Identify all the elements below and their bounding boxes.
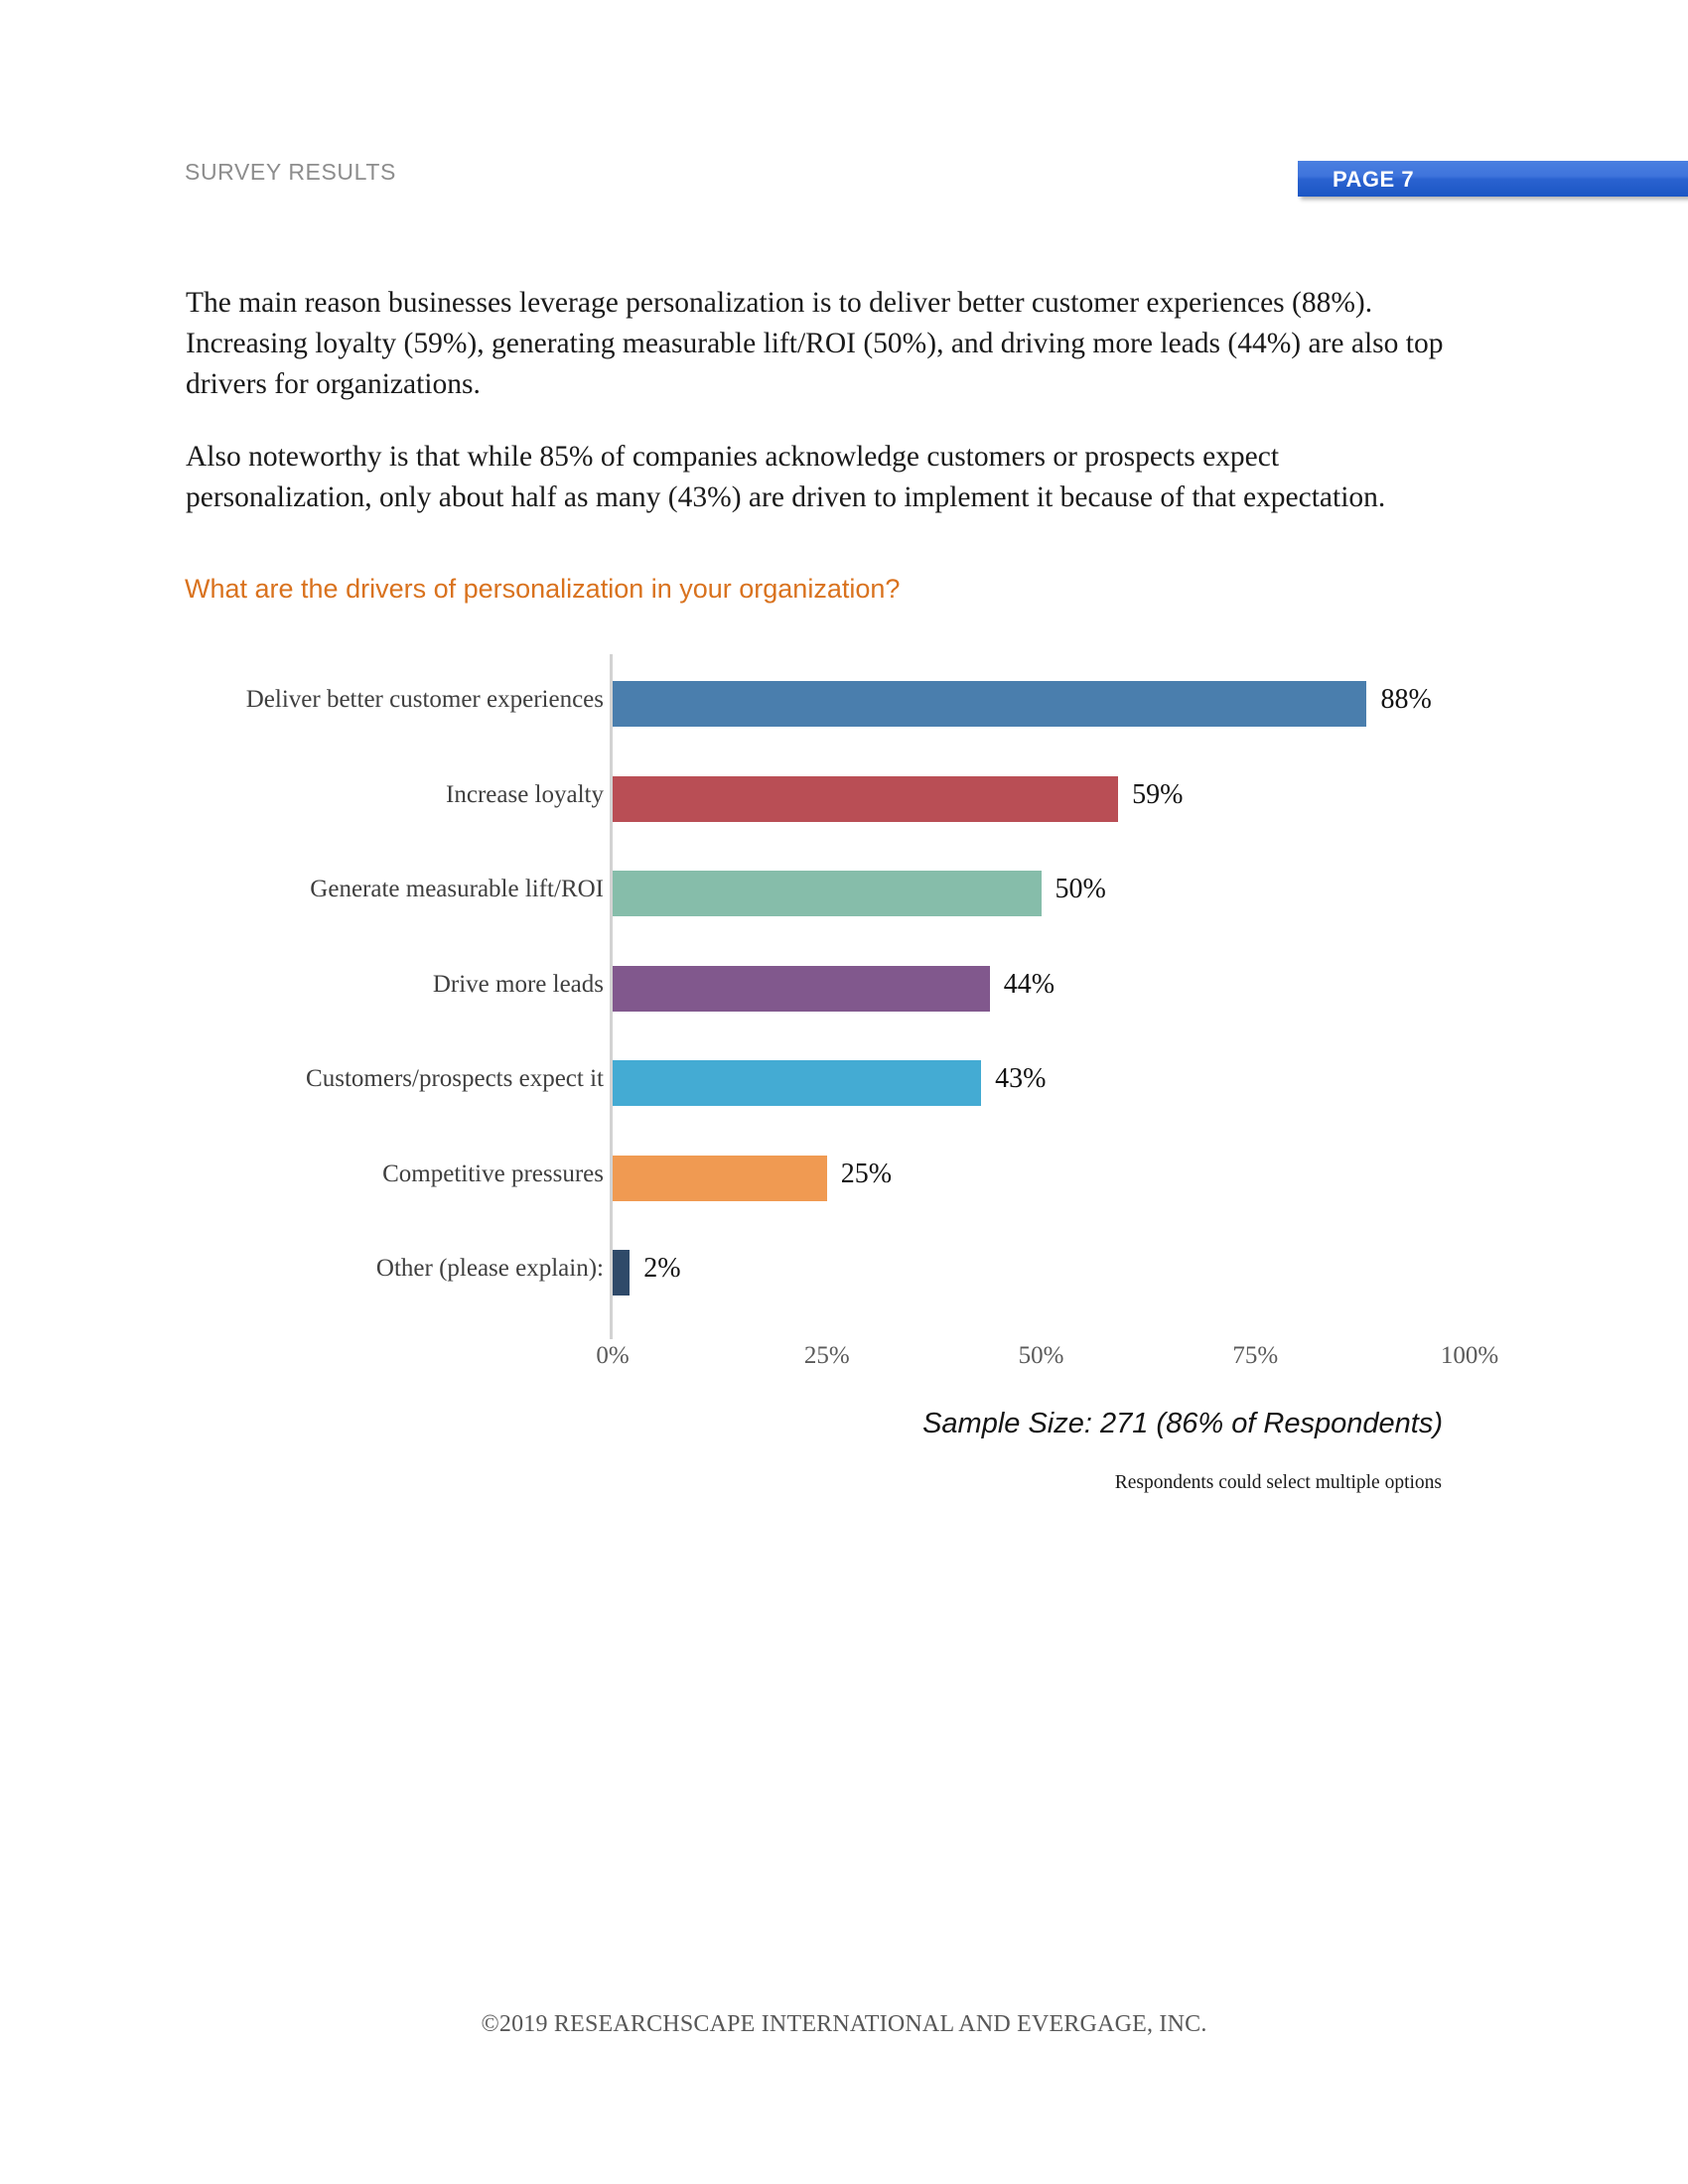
bar-segment (613, 1155, 827, 1201)
footer-copyright: ©2019 RESEARCHSCAPE INTERNATIONAL AND EV… (481, 2011, 1207, 2037)
bar-row: Competitive pressures 25% (0, 1131, 1688, 1226)
bar-value-label: 2% (643, 1253, 681, 1284)
bar-row: Drive more leads 44% (0, 941, 1688, 1036)
bar-row: Other (please explain): 2% (0, 1225, 1688, 1320)
x-axis-tick-label: 100% (1440, 1342, 1499, 1369)
bar-value-label: 88% (1380, 684, 1432, 715)
bar-value-label: 25% (840, 1158, 893, 1189)
bar-category-label: Competitive pressures (382, 1160, 604, 1187)
x-axis-ticks: 0% 25% 50% 75% 100% (0, 1342, 1688, 1382)
bar-row: Customers/prospects expect it 43% (0, 1035, 1688, 1131)
page-header: SURVEY RESULTS PAGE 7 (0, 159, 1688, 205)
multiple-options-note: Respondents could select multiple option… (1114, 1472, 1442, 1493)
x-axis-tick-label: 0% (596, 1342, 630, 1369)
bar-value-label: 50% (1055, 874, 1106, 904)
body-paragraph-1: The main reason businesses leverage pers… (186, 287, 1444, 400)
bar-category-label: Other (please explain): (375, 1255, 604, 1282)
bar-category-label: Customers/prospects expect it (306, 1065, 604, 1092)
bar-segment (613, 1250, 631, 1296)
bar-value-label: 44% (1003, 968, 1055, 1000)
sample-size-note: Sample Size: 271 (86% of Respondents) (922, 1408, 1443, 1439)
x-axis-tick-label: 25% (803, 1342, 850, 1369)
bar-category-label: Drive more leads (432, 970, 604, 998)
bar-value-label: 59% (1132, 778, 1184, 810)
bar-category-label: Deliver better customer experiences (245, 686, 604, 713)
x-axis-tick-label: 50% (1018, 1342, 1064, 1369)
page-number-label: PAGE 7 (1333, 167, 1415, 192)
bar-value-label: 43% (995, 1063, 1047, 1094)
bar-segment (613, 681, 1367, 727)
body-paragraph-2: Also noteworthy is that while 85% of com… (186, 441, 1386, 513)
chart-question-heading: What are the drivers of personalization … (185, 574, 901, 604)
bar-row: Deliver better customer experiences 88% (0, 656, 1688, 751)
page-number-badge (1298, 161, 1688, 197)
bar-category-label: Generate measurable lift/ROI (310, 876, 604, 902)
bar-category-label: Increase loyalty (446, 780, 604, 808)
bar-segment (613, 775, 1119, 822)
bar-segment (613, 965, 990, 1012)
y-axis-line (610, 654, 613, 1339)
section-label: SURVEY RESULTS (185, 159, 396, 185)
bar-row: Increase loyalty 59% (0, 751, 1688, 847)
x-axis-tick-label: 75% (1232, 1342, 1279, 1369)
bar-segment (613, 1060, 982, 1106)
bar-segment (613, 871, 1042, 916)
bar-row: Generate measurable lift/ROI 50% (0, 846, 1688, 941)
